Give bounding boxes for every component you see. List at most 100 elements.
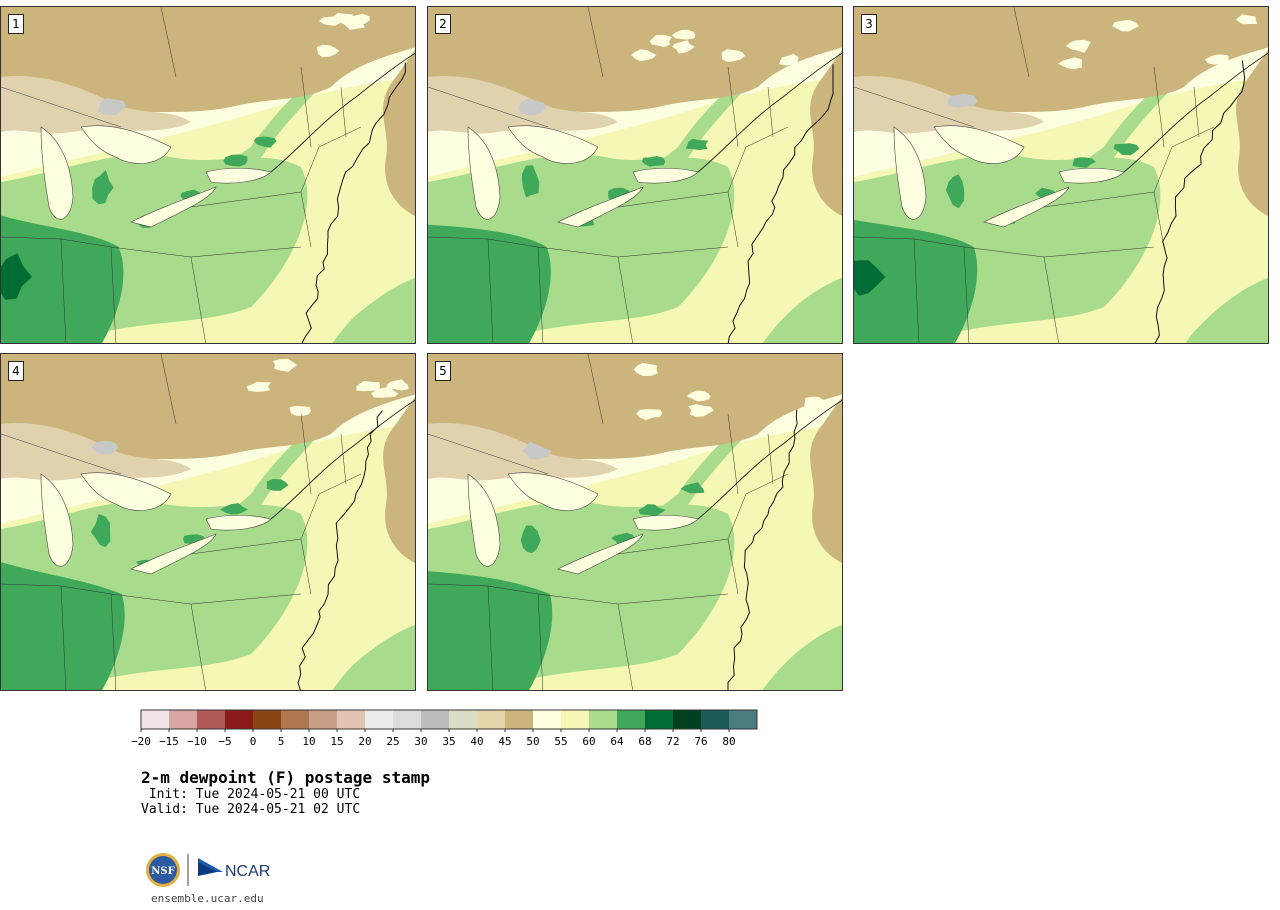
dewpoint-fill <box>383 49 415 216</box>
dewpoint-fill <box>90 514 111 548</box>
colorbar-swatch <box>729 710 757 729</box>
dewpoint-fill <box>641 156 666 167</box>
dewpoint-fill <box>946 174 965 209</box>
dewpoint-fill <box>371 387 399 398</box>
dewpoint-fill <box>266 479 289 491</box>
colorbar-tick-label: 60 <box>582 735 595 748</box>
lake-ontario <box>1058 167 1125 184</box>
member-panel-5: 5 <box>427 353 843 691</box>
dewpoint-fill <box>1065 39 1091 53</box>
lake-huron <box>507 125 599 164</box>
colorbar-tick-label: 20 <box>358 735 371 748</box>
state-border <box>60 585 206 690</box>
state-border <box>300 66 347 148</box>
colorbar-swatch <box>617 710 645 729</box>
dewpoint-fill <box>520 525 541 554</box>
dewpoint-fill <box>332 12 353 25</box>
dewpoint-fill <box>638 504 666 517</box>
lake-erie <box>983 186 1070 228</box>
dewpoint-fill <box>1 7 415 127</box>
dewpoint-map-4 <box>1 354 415 690</box>
colorbar-swatch <box>477 710 505 729</box>
coastline <box>727 409 798 690</box>
colorbar-tick-label: 45 <box>498 735 511 748</box>
colorbar-swatch <box>197 710 225 729</box>
colorbar-swatch <box>449 710 477 729</box>
nsf-logo-icon: NSF <box>146 853 180 887</box>
dewpoint-fill <box>1 76 191 134</box>
dewpoint-fill <box>521 441 552 460</box>
colorbar-tick-label: 30 <box>414 735 427 748</box>
colorbar-swatch <box>589 710 617 729</box>
river <box>697 399 842 520</box>
colorbar-tick-label: 68 <box>638 735 651 748</box>
lake-michigan <box>40 473 74 567</box>
dewpoint-fill <box>762 277 842 343</box>
state-border <box>487 585 633 690</box>
dewpoint-fill <box>729 585 842 690</box>
coastline <box>727 64 834 343</box>
dewpoint-fill <box>947 93 978 108</box>
member-label-3: 3 <box>861 14 877 34</box>
dewpoint-fill <box>810 49 842 216</box>
state-border <box>1 7 177 128</box>
dewpoint-fill <box>729 238 842 343</box>
state-border <box>1153 66 1200 148</box>
dewpoint-fill <box>383 396 415 563</box>
state-border <box>428 354 604 475</box>
dewpoint-fill <box>356 380 380 392</box>
state-border <box>617 126 789 248</box>
colorbar-tick-label: −15 <box>159 735 179 748</box>
colorbar-tick-label: 5 <box>278 735 285 748</box>
state-border <box>854 7 1030 128</box>
dewpoint-fill <box>1072 157 1096 168</box>
valid-time: Valid: Tue 2024-05-21 02 UTC <box>141 802 361 817</box>
lake-erie <box>557 533 644 575</box>
lake-huron <box>507 472 599 511</box>
colorbar-tick-label: 72 <box>666 735 679 748</box>
dewpoint-fill <box>302 238 415 343</box>
colorbar-tick-label: −20 <box>131 735 151 748</box>
colorbar-swatch <box>505 710 533 729</box>
dewpoint-fill <box>1 253 32 300</box>
nsf-ncar-logo: NSF NCAR <box>146 853 270 887</box>
colorbar-swatch <box>141 710 169 729</box>
colorbar-swatch <box>337 710 365 729</box>
colorbar-tick-label: 50 <box>526 735 539 748</box>
lake-huron <box>933 125 1025 164</box>
dewpoint-fill <box>1238 57 1262 69</box>
member-panel-4: 4 <box>0 353 416 691</box>
lake-huron <box>80 472 172 511</box>
state-border <box>190 126 362 248</box>
lake-michigan <box>467 473 501 567</box>
dewpoint-fill <box>672 40 695 54</box>
dewpoint-fill <box>548 409 766 594</box>
dewpoint-fill <box>91 441 119 455</box>
dewpoint-fill <box>223 154 248 167</box>
dewpoint-fill <box>519 98 547 116</box>
dewpoint-fill <box>812 405 835 418</box>
dewpoint-fill <box>633 362 658 376</box>
dewpoint-map-5 <box>428 354 842 690</box>
coastline <box>297 410 383 690</box>
colorbar-tick-label: 76 <box>694 735 707 748</box>
colorbar: −20 −15 −10 −5 0 5 10 15 20 25 30 35 40 45 50 55 60 64 68 7… <box>131 709 758 748</box>
state-border <box>190 473 362 595</box>
colorbar-tick-label: 10 <box>302 735 315 748</box>
dewpoint-fill <box>272 359 298 372</box>
dewpoint-fill <box>220 503 248 515</box>
dewpoint-fill <box>326 624 415 690</box>
dewpoint-fill <box>721 49 746 62</box>
dewpoint-map-2 <box>428 7 842 343</box>
dewpoint-fill <box>327 277 415 343</box>
dewpoint-fill <box>302 585 415 690</box>
dewpoint-fill <box>854 219 978 343</box>
state-border <box>487 238 633 343</box>
river <box>270 52 415 173</box>
dewpoint-fill <box>370 59 392 73</box>
dewpoint-map-1 <box>1 7 415 343</box>
lake-ontario <box>632 514 699 531</box>
colorbar-tick-label: 55 <box>554 735 567 748</box>
colorbar-tick-label: 35 <box>442 735 455 748</box>
member-label-5: 5 <box>435 361 451 381</box>
